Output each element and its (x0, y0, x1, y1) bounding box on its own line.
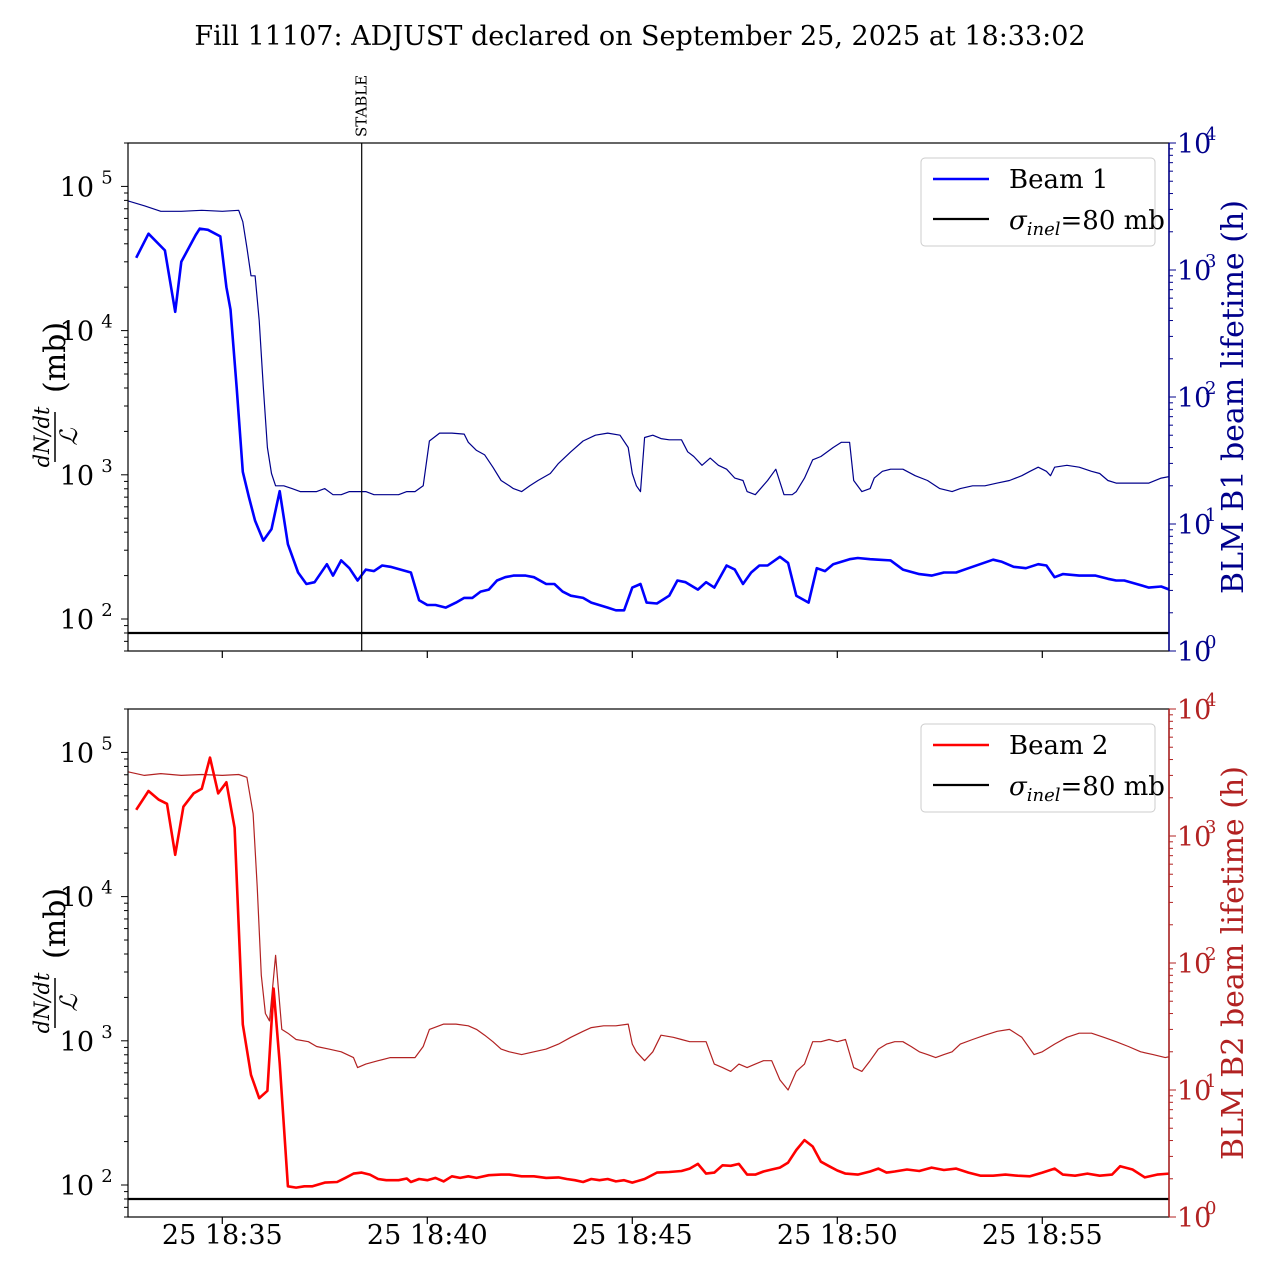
y-right-tick-exponent: 3 (1205, 251, 1216, 272)
y-left-tick-label: 10 (60, 738, 94, 769)
legend-label-beam: Beam 2 (1009, 731, 1108, 761)
legend-label-reference: σinel=80 mb (1009, 206, 1165, 240)
y-left-tick-exponent: 4 (101, 312, 112, 333)
series-beam1 (135, 227, 1169, 612)
x-tick-label: 25 18:55 (982, 1220, 1103, 1251)
y-right-tick-label: 10 (1177, 1076, 1211, 1107)
y-left-tick-exponent: 4 (101, 878, 112, 899)
y-left-label-numerator: dN/dt (30, 406, 54, 467)
y-right-tick-label: 10 (1177, 383, 1211, 414)
y-left-tick-exponent: 3 (101, 1022, 112, 1043)
y-right-tick-exponent: 2 (1205, 944, 1216, 965)
y-left-label-unit: (mb) (38, 888, 73, 959)
stable-label: STABLE (353, 75, 371, 137)
y-right-tick-exponent: 4 (1205, 124, 1216, 145)
plot-area (128, 756, 1169, 1201)
x-tick-label: 25 18:45 (572, 1220, 693, 1251)
y-right-label: BLM B2 beam lifetime (h) (1216, 766, 1251, 1160)
y-right-tick-exponent: 2 (1205, 378, 1216, 399)
y-right-tick-label: 10 (1177, 949, 1211, 980)
y-left-label: dN/dt ℒ (mb) (30, 322, 83, 467)
series-beam1-lifetime (128, 200, 1169, 496)
series-beam2-lifetime (128, 771, 1169, 1091)
y-right-tick-exponent: 1 (1205, 505, 1216, 526)
y-left-tick-exponent: 5 (101, 733, 112, 754)
y-left-label-denominator: ℒ (55, 428, 83, 446)
y-right-tick-label: 10 (1177, 1203, 1211, 1234)
y-left-tick-label: 10 (60, 1027, 94, 1058)
legend: Beam 1 σinel=80 mb (920, 157, 1165, 247)
y-left-tick-exponent: 5 (101, 167, 112, 188)
y-left-tick-label: 10 (60, 1171, 94, 1202)
y-right-tick-label: 10 (1177, 822, 1211, 853)
x-tick-label: 25 18:40 (367, 1220, 488, 1251)
y-left-tick-exponent: 2 (101, 1166, 112, 1187)
y-left-label-denominator: ℒ (55, 994, 83, 1012)
y-right-tick-exponent: 4 (1205, 690, 1216, 711)
y-left-tick-label: 10 (60, 883, 94, 914)
plot-area (128, 200, 1169, 635)
y-left-label-unit: (mb) (38, 322, 73, 393)
y-left-label-numerator: dN/dt (30, 972, 54, 1033)
y-left-tick-exponent: 2 (101, 600, 112, 621)
y-left-label: dN/dt ℒ (mb) (30, 888, 83, 1033)
x-tick-label: 25 18:35 (162, 1220, 283, 1251)
y-right-tick-exponent: 3 (1205, 817, 1216, 838)
beam2-panel: 25 18:35 25 18:40 25 18:45 25 18:50 25 18:55… (30, 690, 1251, 1251)
y-left-tick-label: 10 (60, 461, 94, 492)
y-left-tick-exponent: 3 (101, 456, 112, 477)
legend-label-reference: σinel=80 mb (1009, 772, 1165, 806)
legend-label-beam: Beam 1 (1009, 165, 1108, 195)
y-left-tick-label: 10 (60, 605, 94, 636)
y-right-tick-exponent: 0 (1205, 1198, 1216, 1219)
y-right-tick-exponent: 0 (1205, 632, 1216, 653)
y-right-tick-label: 10 (1177, 510, 1211, 541)
y-right-tick-label: 10 (1177, 129, 1211, 160)
y-right-label: BLM B1 beam lifetime (h) (1216, 200, 1251, 594)
y-right-tick-exponent: 1 (1205, 1071, 1216, 1092)
series-beam2 (135, 756, 1169, 1189)
y-right-tick-label: 10 (1177, 256, 1211, 287)
y-left-tick-label: 10 (60, 172, 94, 203)
legend: Beam 2 σinel=80 mb (920, 723, 1165, 813)
y-left-tick-label: 10 (60, 317, 94, 348)
y-right-tick-label: 10 (1177, 637, 1211, 668)
figure-title: Fill 11107: ADJUST declared on September… (194, 21, 1085, 52)
y-right-tick-label: 10 (1177, 695, 1211, 726)
x-tick-label: 25 18:50 (777, 1220, 898, 1251)
